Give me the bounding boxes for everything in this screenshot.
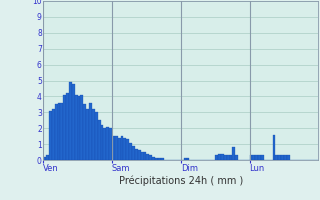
Bar: [66, 93, 69, 160]
Bar: [112, 136, 115, 160]
Bar: [161, 158, 164, 160]
Bar: [49, 111, 52, 160]
Bar: [229, 155, 232, 160]
Bar: [86, 109, 89, 160]
Bar: [138, 150, 141, 160]
Bar: [187, 158, 189, 160]
Bar: [103, 128, 106, 160]
Bar: [276, 155, 278, 160]
Bar: [146, 154, 149, 160]
Bar: [261, 155, 264, 160]
Bar: [258, 155, 261, 160]
Bar: [63, 95, 66, 160]
Bar: [58, 103, 60, 160]
Bar: [149, 155, 152, 160]
Bar: [121, 136, 124, 160]
Bar: [273, 135, 276, 160]
Bar: [89, 103, 92, 160]
Bar: [184, 158, 187, 160]
Bar: [227, 155, 229, 160]
Bar: [278, 155, 281, 160]
Bar: [252, 155, 255, 160]
Bar: [60, 103, 63, 160]
Bar: [129, 143, 132, 160]
Bar: [218, 154, 221, 160]
Bar: [287, 155, 290, 160]
Bar: [46, 155, 49, 160]
Bar: [221, 154, 224, 160]
Bar: [232, 147, 235, 160]
Bar: [75, 95, 77, 160]
Bar: [43, 157, 46, 160]
Bar: [118, 138, 121, 160]
Bar: [115, 136, 118, 160]
Bar: [95, 112, 98, 160]
Bar: [98, 120, 100, 160]
Bar: [92, 109, 95, 160]
Bar: [135, 149, 138, 160]
Bar: [77, 96, 80, 160]
Bar: [52, 109, 55, 160]
Bar: [235, 155, 238, 160]
Bar: [155, 158, 158, 160]
Bar: [126, 139, 129, 160]
Bar: [141, 152, 144, 160]
Bar: [106, 127, 109, 160]
Bar: [284, 155, 287, 160]
Bar: [55, 104, 58, 160]
Bar: [215, 155, 218, 160]
Bar: [124, 138, 126, 160]
Bar: [132, 146, 135, 160]
Bar: [250, 155, 252, 160]
Bar: [255, 155, 258, 160]
Bar: [72, 84, 75, 160]
Bar: [224, 155, 227, 160]
Bar: [109, 128, 112, 160]
Bar: [281, 155, 284, 160]
Bar: [80, 95, 83, 160]
Bar: [69, 82, 72, 160]
Bar: [144, 152, 146, 160]
Bar: [152, 157, 155, 160]
X-axis label: Précipitations 24h ( mm ): Précipitations 24h ( mm ): [119, 176, 243, 186]
Bar: [100, 125, 103, 160]
Bar: [83, 104, 86, 160]
Bar: [158, 158, 161, 160]
